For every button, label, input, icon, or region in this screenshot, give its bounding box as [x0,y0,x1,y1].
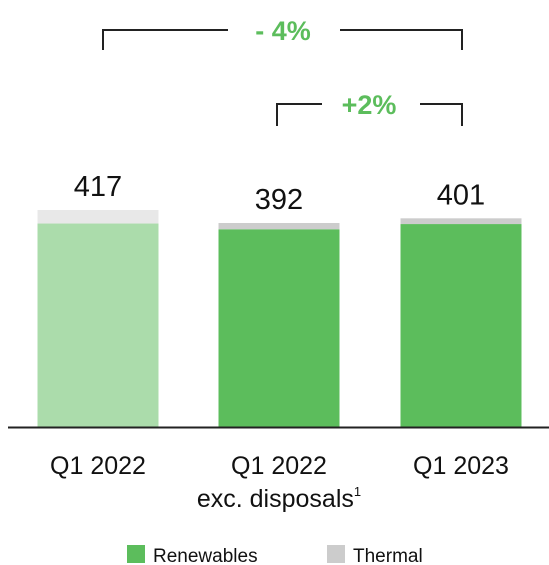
comparison-bracket-1 [102,29,463,50]
bar-thermal-1 [37,210,159,224]
bar-renewables-1 [37,223,159,427]
x-tick-label-1: Q1 2022 [50,452,146,480]
bars: 417 392 401 [37,171,522,427]
x-tick-labels: Q1 2022 Q1 2022 exc. disposals1 Q1 2023 [50,452,509,513]
bar-renewables-2 [218,229,340,427]
x-tick-label-3: Q1 2023 [413,452,509,480]
legend-swatch-thermal [327,545,345,563]
comparison-label-1: - 4% [255,16,311,46]
x-tick-label-2: Q1 2022 [231,452,327,480]
legend-label-renewables: Renewables [153,546,258,565]
comparison-brackets: - 4% +2% [102,16,463,126]
footnote-marker: 1 [354,484,361,499]
bar-total-label-3: 401 [437,179,485,211]
x-tick-label-2-line2: exc. disposals1 [197,484,361,513]
legend-swatch-renewables [127,545,145,563]
comparison-label-2: +2% [342,90,397,120]
comparison-bracket-2 [276,103,463,126]
bar-total-label-2: 392 [255,184,303,216]
bar-renewables-3 [400,224,522,427]
bar-total-label-1: 417 [74,171,122,203]
legend-label-thermal: Thermal [353,546,423,565]
legend: Renewables Thermal [127,545,423,565]
bar-thermal-3 [400,218,522,225]
bar-thermal-2 [218,223,340,230]
